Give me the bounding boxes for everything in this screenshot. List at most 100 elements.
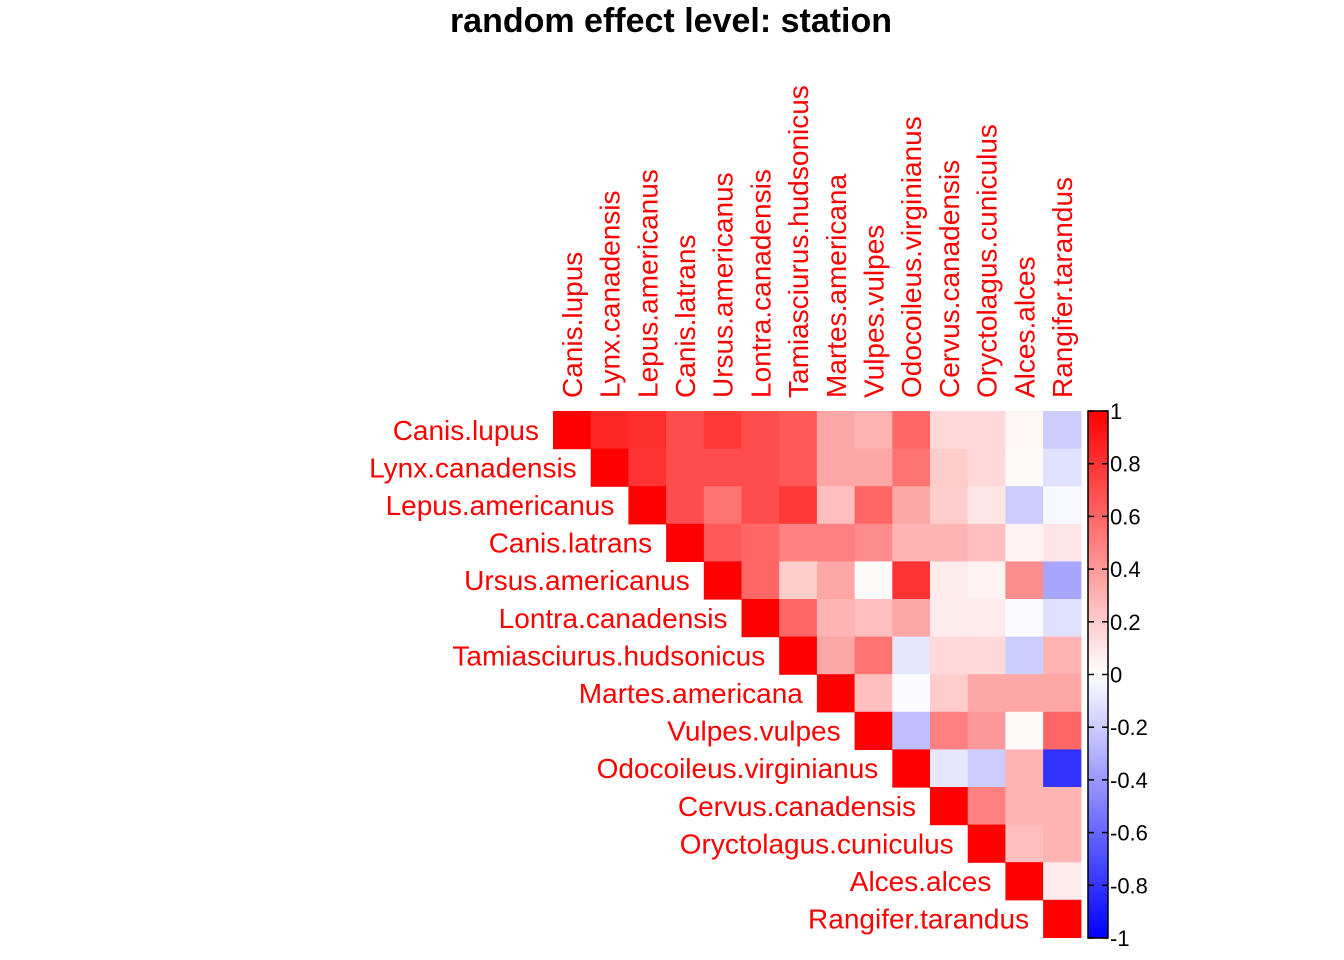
colorbar-tick-label: -1 [1110,926,1130,951]
heatmap-cell-6-11 [967,636,1006,675]
heatmap-cell-3-9 [892,523,931,562]
heatmap-cell-2-2 [628,486,667,525]
heatmap-cell-5-12 [1005,599,1044,638]
heatmap-cell-5-8 [854,599,893,638]
heatmap-cell-11-11 [967,824,1006,863]
row-label: Rangifer.tarandus [808,904,1029,935]
heatmap-cell-5-11 [967,599,1006,638]
row-label: Canis.lupus [393,415,539,446]
heatmap-cells [553,411,1082,938]
column-label: Alces.alces [1009,256,1040,398]
row-label: Tamiasciurus.hudsonicus [452,640,765,671]
heatmap-cell-7-8 [854,674,893,713]
colorbar-tick-label: -0.4 [1110,768,1148,793]
heatmap-cell-0-7 [816,411,856,450]
heatmap-cell-2-8 [854,486,893,525]
heatmap-cell-0-5 [741,411,780,450]
heatmap-cell-8-13 [1043,711,1082,750]
heatmap-cell-0-6 [779,411,818,450]
colorbar-tick-label: 0 [1110,663,1122,688]
column-label: Cervus.canadensis [934,160,965,398]
column-label: Canis.lupus [557,252,588,398]
heatmap-cell-7-11 [967,674,1006,713]
heatmap-cell-4-10 [930,561,969,600]
colorbar-tick-label: 0.8 [1110,452,1141,477]
heatmap-cell-10-13 [1043,787,1082,826]
heatmap-cell-6-6 [779,636,818,675]
heatmap-cell-0-4 [703,411,743,450]
heatmap-cell-1-11 [967,448,1006,487]
column-label: Vulpes.vulpes [859,225,890,398]
row-label: Canis.latrans [489,528,652,559]
heatmap-cell-0-0 [553,411,592,450]
column-label: Oryctolagus.cuniculus [972,124,1003,398]
heatmap-cell-1-2 [628,448,667,487]
row-label: Lontra.canadensis [499,603,728,634]
heatmap-cell-7-9 [892,674,931,713]
heatmap-cell-10-12 [1005,787,1044,826]
heatmap-cell-5-9 [892,599,931,638]
heatmap-cell-1-9 [892,448,931,487]
heatmap-cell-8-11 [967,711,1006,750]
row-label: Cervus.canadensis [678,791,916,822]
column-label: Odocoileus.virginianus [896,116,927,398]
heatmap-cell-5-6 [779,599,818,638]
heatmap-cell-0-1 [590,411,629,450]
column-label: Lontra.canadensis [745,169,776,398]
heatmap-cell-7-7 [816,674,856,713]
colorbar-tick-label: -0.2 [1110,715,1148,740]
colorbar-tick-label: -0.6 [1110,821,1148,846]
row-label: Lepus.americanus [386,490,615,521]
heatmap-cell-3-6 [779,523,818,562]
heatmap-cell-0-12 [1005,411,1044,450]
heatmap-cell-3-10 [930,523,969,562]
heatmap-cell-5-5 [741,599,780,638]
row-label: Odocoileus.virginianus [597,753,879,784]
heatmap-cell-10-11 [967,787,1006,826]
heatmap-cell-8-9 [892,711,931,750]
heatmap-cell-6-12 [1005,636,1044,675]
heatmap-cell-5-7 [816,599,856,638]
heatmap-cell-6-13 [1043,636,1082,675]
heatmap-cell-4-8 [854,561,893,600]
heatmap-cell-3-3 [666,523,705,562]
heatmap-cell-7-12 [1005,674,1044,713]
row-label: Ursus.americanus [464,565,690,596]
heatmap-cell-0-3 [666,411,705,450]
row-label: Martes.americana [579,678,804,709]
heatmap-cell-2-9 [892,486,931,525]
heatmap-cell-11-12 [1005,824,1044,863]
heatmap-cell-2-10 [930,486,969,525]
column-label: Canis.latrans [670,235,701,398]
heatmap-cell-6-7 [816,636,856,675]
column-label: Ursus.americanus [708,172,739,398]
heatmap-cell-0-10 [930,411,969,450]
heatmap-cell-6-9 [892,636,931,675]
heatmap-cell-7-13 [1043,674,1082,713]
column-label: Tamiasciurus.hudsonicus [783,85,814,398]
heatmap-cell-1-4 [703,448,743,487]
heatmap-cell-0-9 [892,411,931,450]
heatmap-cell-8-10 [930,711,969,750]
column-label: Rangifer.tarandus [1047,177,1078,398]
heatmap-cell-3-13 [1043,523,1082,562]
colorbar-tick-label: 0.6 [1110,504,1141,529]
heatmap-cell-1-6 [779,448,818,487]
heatmap-cell-9-9 [892,749,931,788]
heatmap-cell-4-6 [779,561,818,600]
heatmap-cell-0-13 [1043,411,1082,450]
heatmap-cell-9-11 [967,749,1006,788]
chart-title: random effect level: station [450,2,892,40]
heatmap-cell-12-12 [1005,862,1044,901]
heatmap-cell-3-4 [703,523,743,562]
colorbar-tick-label: 0.2 [1110,610,1141,635]
column-labels: Canis.lupus Lynx.canadensis Lepus.american… [557,85,1078,398]
colorbar-tick-label: 1 [1110,399,1122,424]
heatmap-cell-7-10 [930,674,969,713]
heatmap-cell-3-12 [1005,523,1044,562]
heatmap-cell-5-13 [1043,599,1082,638]
heatmap-cell-2-13 [1043,486,1082,525]
heatmap-cell-2-5 [741,486,780,525]
column-label: Martes.americana [821,173,852,398]
heatmap-cell-4-11 [967,561,1006,600]
